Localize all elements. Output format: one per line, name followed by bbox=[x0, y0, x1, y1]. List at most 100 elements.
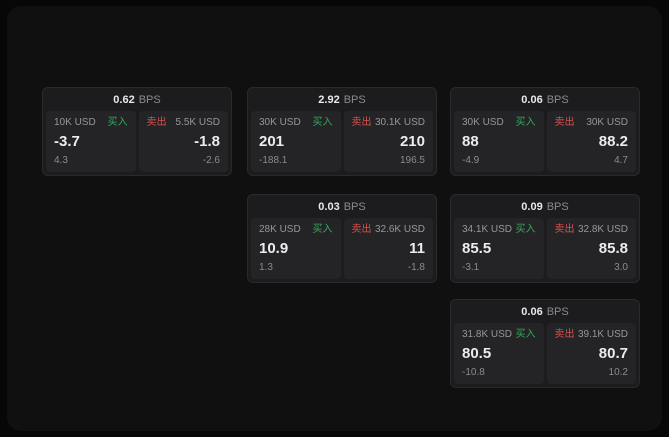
buy-delta: -188.1 bbox=[259, 155, 288, 166]
buy-panel-top: 30K USD 买入 bbox=[259, 117, 333, 129]
sell-panel[interactable]: 卖出 39.1K USD 80.7 10.2 bbox=[546, 323, 636, 384]
quote-card: 2.92 BPS 30K USD 买入 201 -188.1 卖出 30.1K … bbox=[247, 87, 437, 176]
buy-delta: 4.3 bbox=[54, 155, 68, 166]
buy-label: 买入 bbox=[312, 117, 333, 128]
card-body: 31.8K USD 买入 80.5 -10.8 卖出 39.1K USD 80.… bbox=[451, 323, 639, 387]
quote-card: 0.03 BPS 28K USD 买入 10.9 1.3 卖出 32.6K US… bbox=[247, 194, 437, 283]
sell-amount: 32.8K USD bbox=[577, 224, 628, 235]
buy-panel[interactable]: 30K USD 买入 88 -4.9 bbox=[454, 111, 544, 172]
bps-label: BPS bbox=[546, 93, 569, 106]
card-header: 0.09 BPS bbox=[451, 195, 639, 218]
sell-panel-top: 卖出 30.1K USD bbox=[352, 117, 426, 129]
sell-amount: 30.1K USD bbox=[374, 117, 425, 128]
bps-value: 0.06 bbox=[521, 93, 543, 106]
card-body: 28K USD 买入 10.9 1.3 卖出 32.6K USD 11 -1.8 bbox=[248, 218, 436, 282]
buy-panel[interactable]: 28K USD 买入 10.9 1.3 bbox=[251, 218, 341, 279]
sell-panel-top: 卖出 30K USD bbox=[555, 117, 629, 129]
sell-amount: 30K USD bbox=[586, 117, 628, 128]
buy-price: 85.5 bbox=[462, 240, 492, 257]
buy-panel-top: 34.1K USD 买入 bbox=[462, 224, 536, 236]
buy-label: 买入 bbox=[515, 117, 536, 128]
bps-value: 0.03 bbox=[318, 200, 340, 213]
sell-price: -1.8 bbox=[194, 133, 220, 150]
buy-delta: 1.3 bbox=[259, 262, 273, 273]
buy-delta: -4.9 bbox=[462, 155, 480, 166]
buy-delta: -10.8 bbox=[462, 367, 485, 378]
buy-panel[interactable]: 31.8K USD 买入 80.5 -10.8 bbox=[454, 323, 544, 384]
sell-amount: 32.6K USD bbox=[374, 224, 425, 235]
sell-delta: 10.2 bbox=[608, 367, 628, 378]
quote-card: 0.62 BPS 10K USD 买入 -3.7 4.3 卖出 5.5K USD… bbox=[42, 87, 232, 176]
buy-price: 201 bbox=[259, 133, 285, 150]
buy-price: 88 bbox=[462, 133, 479, 150]
bps-label: BPS bbox=[546, 200, 569, 213]
sell-panel-top: 卖出 32.6K USD bbox=[352, 224, 426, 236]
quote-card: 0.06 BPS 30K USD 买入 88 -4.9 卖出 30K USD 8… bbox=[450, 87, 640, 176]
bps-label: BPS bbox=[343, 200, 366, 213]
sell-delta: -1.8 bbox=[407, 262, 425, 273]
sell-delta: 4.7 bbox=[614, 155, 628, 166]
buy-label: 买入 bbox=[515, 224, 536, 235]
bps-value: 2.92 bbox=[318, 93, 340, 106]
bps-label: BPS bbox=[138, 93, 161, 106]
quote-card: 0.06 BPS 31.8K USD 买入 80.5 -10.8 卖出 39.1… bbox=[450, 299, 640, 388]
card-header: 0.62 BPS bbox=[43, 88, 231, 111]
buy-panel-top: 30K USD 买入 bbox=[462, 117, 536, 129]
buy-panel[interactable]: 10K USD 买入 -3.7 4.3 bbox=[46, 111, 136, 172]
buy-amount: 30K USD bbox=[462, 117, 504, 128]
buy-price: -3.7 bbox=[54, 133, 80, 150]
sell-delta: 3.0 bbox=[614, 262, 628, 273]
sell-label: 卖出 bbox=[146, 117, 167, 128]
card-header: 2.92 BPS bbox=[248, 88, 436, 111]
sell-price: 80.7 bbox=[598, 345, 628, 362]
card-body: 30K USD 买入 201 -188.1 卖出 30.1K USD 210 1… bbox=[248, 111, 436, 175]
buy-amount: 31.8K USD bbox=[462, 329, 513, 340]
card-body: 30K USD 买入 88 -4.9 卖出 30K USD 88.2 4.7 bbox=[451, 111, 639, 175]
sell-panel[interactable]: 卖出 32.6K USD 11 -1.8 bbox=[343, 218, 433, 279]
sell-panel[interactable]: 卖出 5.5K USD -1.8 -2.6 bbox=[138, 111, 228, 172]
buy-amount: 28K USD bbox=[259, 224, 301, 235]
sell-price: 210 bbox=[399, 133, 425, 150]
card-body: 10K USD 买入 -3.7 4.3 卖出 5.5K USD -1.8 -2.… bbox=[43, 111, 231, 175]
sell-label: 卖出 bbox=[351, 224, 372, 235]
sell-price: 88.2 bbox=[598, 133, 628, 150]
sell-panel[interactable]: 卖出 30K USD 88.2 4.7 bbox=[546, 111, 636, 172]
sell-delta: 196.5 bbox=[399, 155, 425, 166]
buy-panel-top: 31.8K USD 买入 bbox=[462, 329, 536, 341]
sell-label: 卖出 bbox=[554, 224, 575, 235]
card-header: 0.06 BPS bbox=[451, 88, 639, 111]
buy-amount: 10K USD bbox=[54, 117, 96, 128]
bps-label: BPS bbox=[546, 305, 569, 318]
sell-price: 11 bbox=[409, 240, 425, 257]
sell-amount: 39.1K USD bbox=[577, 329, 628, 340]
quotes-panel: 0.62 BPS 10K USD 买入 -3.7 4.3 卖出 5.5K USD… bbox=[7, 6, 662, 431]
sell-amount: 5.5K USD bbox=[175, 117, 220, 128]
sell-panel-top: 卖出 5.5K USD bbox=[147, 117, 221, 129]
sell-panel[interactable]: 卖出 32.8K USD 85.8 3.0 bbox=[546, 218, 636, 279]
buy-panel-top: 10K USD 买入 bbox=[54, 117, 128, 129]
buy-price: 10.9 bbox=[259, 240, 289, 257]
buy-label: 买入 bbox=[515, 329, 536, 340]
buy-amount: 34.1K USD bbox=[462, 224, 513, 235]
sell-price: 85.8 bbox=[598, 240, 628, 257]
bps-value: 0.06 bbox=[521, 305, 543, 318]
bps-label: BPS bbox=[343, 93, 366, 106]
sell-delta: -2.6 bbox=[202, 155, 220, 166]
sell-panel[interactable]: 卖出 30.1K USD 210 196.5 bbox=[343, 111, 433, 172]
buy-label: 买入 bbox=[312, 224, 333, 235]
buy-label: 买入 bbox=[107, 117, 128, 128]
buy-delta: -3.1 bbox=[462, 262, 480, 273]
buy-price: 80.5 bbox=[462, 345, 492, 362]
quote-card: 0.09 BPS 34.1K USD 买入 85.5 -3.1 卖出 32.8K… bbox=[450, 194, 640, 283]
card-header: 0.03 BPS bbox=[248, 195, 436, 218]
sell-panel-top: 卖出 32.8K USD bbox=[555, 224, 629, 236]
card-header: 0.06 BPS bbox=[451, 300, 639, 323]
buy-panel[interactable]: 34.1K USD 买入 85.5 -3.1 bbox=[454, 218, 544, 279]
bps-value: 0.09 bbox=[521, 200, 543, 213]
buy-panel[interactable]: 30K USD 买入 201 -188.1 bbox=[251, 111, 341, 172]
sell-label: 卖出 bbox=[554, 329, 575, 340]
buy-amount: 30K USD bbox=[259, 117, 301, 128]
sell-label: 卖出 bbox=[554, 117, 575, 128]
card-body: 34.1K USD 买入 85.5 -3.1 卖出 32.8K USD 85.8… bbox=[451, 218, 639, 282]
buy-panel-top: 28K USD 买入 bbox=[259, 224, 333, 236]
